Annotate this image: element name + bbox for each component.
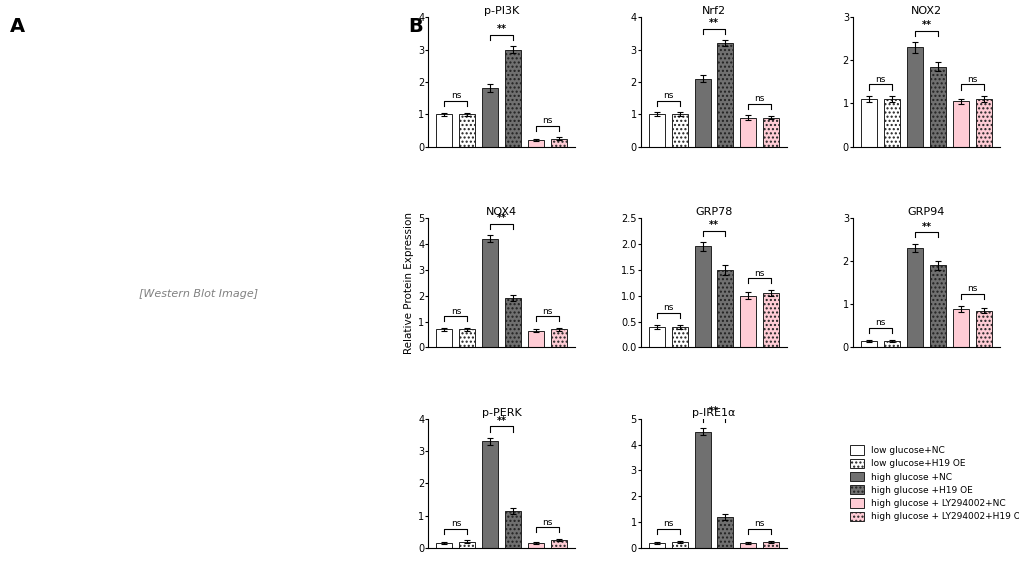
Bar — [482, 89, 497, 147]
Title: GRP78: GRP78 — [695, 207, 732, 217]
Bar — [740, 543, 756, 548]
Bar — [906, 248, 922, 347]
Bar — [860, 341, 876, 347]
Text: ns: ns — [450, 307, 461, 316]
Bar — [860, 99, 876, 147]
Bar — [550, 139, 567, 147]
Bar — [528, 331, 543, 347]
Bar — [648, 327, 664, 347]
Text: ns: ns — [754, 520, 764, 529]
Bar — [528, 543, 543, 548]
Bar — [482, 441, 497, 548]
Title: GRP94: GRP94 — [907, 207, 945, 217]
Bar — [762, 118, 779, 147]
Bar — [504, 511, 521, 548]
Bar — [762, 293, 779, 347]
Title: p-IRE1α: p-IRE1α — [692, 408, 735, 418]
Bar — [716, 270, 733, 347]
Text: **: ** — [708, 407, 718, 416]
Bar — [671, 542, 687, 548]
Text: ns: ns — [874, 319, 884, 327]
Text: ns: ns — [662, 520, 673, 529]
Bar — [528, 140, 543, 147]
Bar — [648, 114, 664, 147]
Bar — [648, 543, 664, 548]
Text: **: ** — [496, 24, 506, 34]
Text: B: B — [408, 17, 422, 36]
Text: **: ** — [920, 20, 930, 30]
Bar — [694, 246, 710, 347]
Bar — [883, 99, 899, 147]
Text: ns: ns — [966, 284, 976, 293]
Bar — [974, 99, 990, 147]
Bar — [740, 296, 756, 347]
Text: **: ** — [708, 220, 718, 230]
Bar — [929, 67, 945, 147]
Title: p-PERK: p-PERK — [481, 408, 521, 418]
Text: ns: ns — [450, 91, 461, 100]
Bar — [436, 114, 452, 147]
Bar — [504, 298, 521, 347]
Title: p-PI3K: p-PI3K — [484, 6, 519, 17]
Bar — [671, 114, 687, 147]
Text: **: ** — [496, 416, 506, 426]
Bar — [952, 308, 968, 347]
Text: ns: ns — [662, 303, 673, 312]
Bar — [974, 311, 990, 347]
Text: ns: ns — [542, 116, 552, 125]
Bar — [883, 341, 899, 347]
Bar — [459, 542, 475, 548]
Bar — [694, 432, 710, 548]
Bar — [550, 329, 567, 347]
Text: ns: ns — [542, 307, 552, 316]
Text: **: ** — [496, 214, 506, 223]
Text: ns: ns — [542, 517, 552, 526]
Bar — [929, 266, 945, 347]
Text: ns: ns — [754, 94, 764, 103]
Bar — [694, 79, 710, 147]
Bar — [504, 50, 521, 147]
Bar — [459, 114, 475, 147]
Bar — [436, 329, 452, 347]
Bar — [550, 540, 567, 548]
Legend: low glucose+NC, low glucose+H19 OE, high glucose +NC, high glucose +H19 OE, high: low glucose+NC, low glucose+H19 OE, high… — [850, 445, 1019, 521]
Text: ns: ns — [662, 91, 673, 100]
Text: ns: ns — [754, 269, 764, 278]
Bar — [671, 327, 687, 347]
Bar — [952, 101, 968, 147]
Text: [Western Blot Image]: [Western Blot Image] — [140, 289, 258, 299]
Bar — [716, 43, 733, 147]
Text: A: A — [10, 17, 25, 36]
Bar — [482, 239, 497, 347]
Bar — [459, 329, 475, 347]
Bar — [716, 517, 733, 548]
Text: **: ** — [708, 18, 718, 29]
Text: ns: ns — [874, 75, 884, 84]
Text: ns: ns — [966, 75, 976, 84]
Bar — [906, 47, 922, 147]
Text: ns: ns — [450, 519, 461, 528]
Bar — [762, 542, 779, 548]
Bar — [740, 118, 756, 147]
Title: NOX2: NOX2 — [910, 6, 941, 17]
Title: NOX4: NOX4 — [486, 207, 517, 217]
Bar — [436, 543, 452, 548]
Y-axis label: Relative Protein Expression: Relative Protein Expression — [404, 212, 414, 353]
Text: **: ** — [920, 222, 930, 232]
Title: Nrf2: Nrf2 — [701, 6, 726, 17]
